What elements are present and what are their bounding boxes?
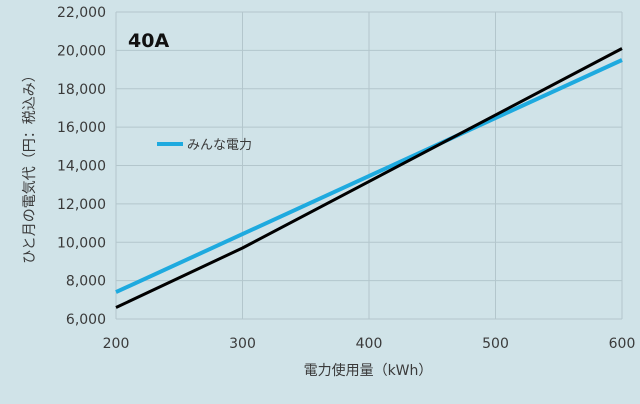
y-tick-label: 18,000 (57, 82, 106, 98)
axis-layer: 6,000 8,000 10,000 12,000 14,000 16,000 18,000… (57, 5, 635, 352)
x-tick-label: 400 (356, 336, 383, 352)
y-tick-label: 10,000 (57, 235, 106, 251)
y-tick-label: 6,000 (66, 312, 106, 328)
y-axis-title: ひと月の電気代（円：税込み） (22, 68, 38, 264)
legend-label: みんな電力 (187, 138, 252, 153)
y-tick-label: 14,000 (57, 159, 106, 175)
panel-label: 40A (128, 30, 169, 52)
series-layer (115, 47, 623, 309)
y-tick-label: 22,000 (57, 5, 106, 21)
series-line-minna-denryoku (115, 58, 623, 294)
series-line-comparison (115, 47, 623, 309)
x-axis-title: 電力使用量（kWh） (304, 362, 433, 379)
grid-layer (115, 11, 623, 320)
y-tick-label: 16,000 (57, 120, 106, 136)
x-tick-label: 600 (609, 336, 636, 352)
legend: みんな電力 (157, 138, 252, 153)
y-tick-label: 12,000 (57, 197, 106, 213)
x-tick-label: 500 (482, 336, 509, 352)
x-tick-label: 200 (103, 336, 130, 352)
x-tick-label: 300 (229, 336, 256, 352)
y-tick-label: 8,000 (66, 274, 106, 290)
y-tick-label: 20,000 (57, 43, 106, 59)
